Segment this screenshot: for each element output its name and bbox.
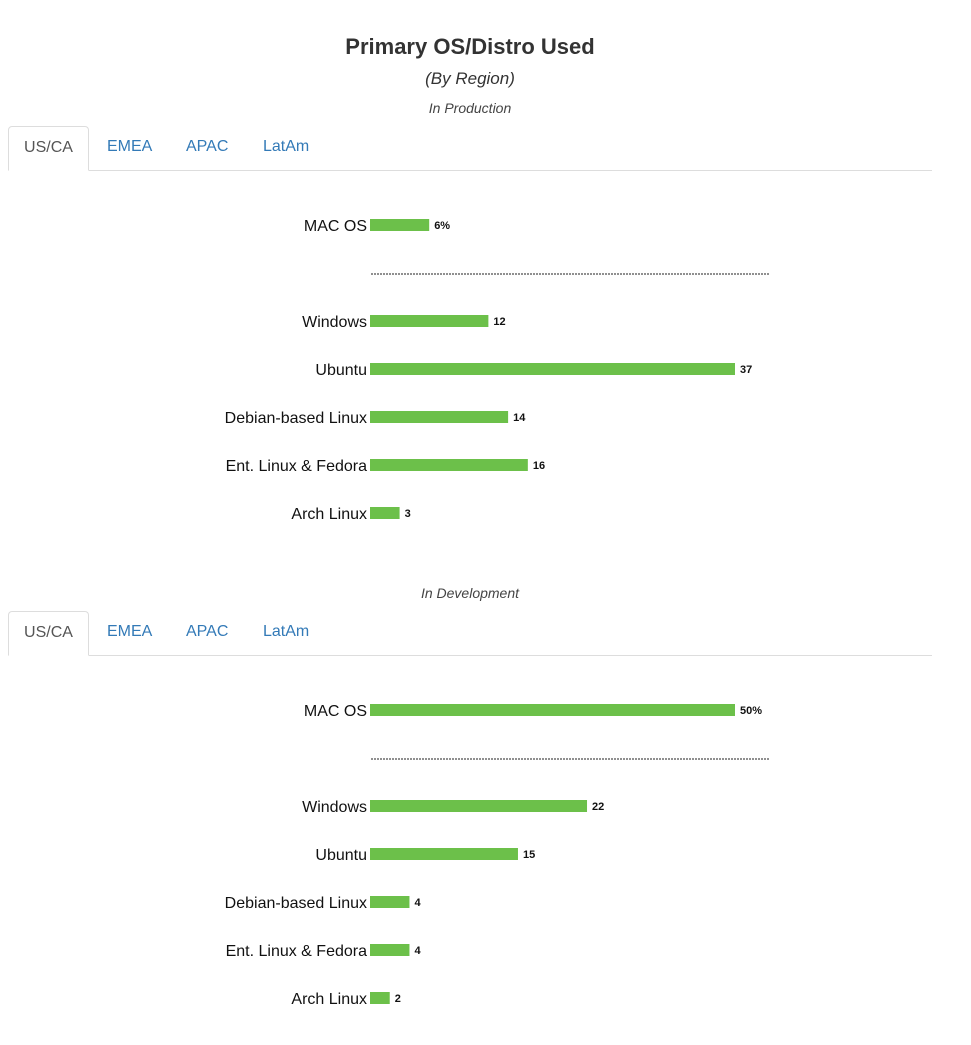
tab-us-ca[interactable]: US/CA: [8, 611, 89, 656]
category-label-ent-linux-fedora: Ent. Linux & Fedora: [226, 943, 368, 960]
tab-apac[interactable]: APAC: [186, 623, 229, 640]
category-label-arch-linux: Arch Linux: [291, 991, 367, 1008]
region-tabs-production: US/CA EMEA APAC LatAm: [8, 126, 932, 171]
value-label-arch-linux: 3: [405, 508, 411, 520]
tab-emea[interactable]: EMEA: [107, 138, 153, 155]
value-label-ubuntu: 37: [740, 364, 752, 376]
bar-ent-linux-fedora: [370, 944, 410, 956]
bar-ent-linux-fedora: [370, 459, 528, 471]
category-label-windows: Windows: [302, 314, 367, 331]
region-tabs-development: US/CA EMEA APAC LatAm: [8, 611, 932, 656]
tab-latam[interactable]: LatAm: [263, 623, 310, 640]
tab-us-ca[interactable]: US/CA: [8, 126, 89, 171]
bar-mac-os: [370, 219, 430, 231]
value-label-windows: 22: [592, 801, 604, 813]
chart-title: Primary OS/Distro Used: [345, 34, 595, 59]
value-label-mac-os: 50%: [740, 705, 762, 717]
bar-debian-based-linux: [370, 411, 509, 423]
section-label-development: In Development: [420, 585, 520, 601]
category-label-debian-based-linux: Debian-based Linux: [225, 410, 367, 427]
development-chart: MAC OS 50% Windows 22 Ubuntu 15 Debian-based L…: [0, 675, 971, 1035]
category-label-ubuntu: Ubuntu: [315, 847, 367, 864]
category-label-ubuntu: Ubuntu: [315, 362, 367, 379]
tab-apac[interactable]: APAC: [186, 138, 229, 155]
bar-mac-os: [370, 704, 735, 716]
section-label-production: In Production: [428, 100, 512, 116]
category-label-mac-os: MAC OS: [304, 703, 367, 720]
category-label-ent-linux-fedora: Ent. Linux & Fedora: [226, 458, 368, 475]
production-chart-svg: MAC OS 6% Windows 12 Ubuntu 37 Debian-based Li…: [225, 218, 770, 523]
chart-subtitle: (By Region): [425, 69, 515, 88]
bar-debian-based-linux: [370, 896, 410, 908]
value-label-debian-based-linux: 14: [513, 412, 526, 424]
category-label-debian-based-linux: Debian-based Linux: [225, 895, 367, 912]
tab-latam[interactable]: LatAm: [263, 138, 310, 155]
category-label-mac-os: MAC OS: [304, 218, 367, 235]
value-label-ent-linux-fedora: 4: [414, 945, 421, 957]
bar-windows: [370, 315, 489, 327]
value-label-ent-linux-fedora: 16: [533, 460, 545, 472]
value-label-ubuntu: 15: [523, 849, 535, 861]
value-label-windows: 12: [493, 316, 505, 328]
category-label-windows: Windows: [302, 799, 367, 816]
bar-arch-linux: [370, 507, 400, 519]
bar-arch-linux: [370, 992, 390, 1004]
bar-ubuntu: [370, 848, 518, 860]
bar-windows: [370, 800, 588, 812]
value-label-debian-based-linux: 4: [414, 897, 421, 909]
production-chart: MAC OS 6% Windows 12 Ubuntu 37 Debian-based Li…: [0, 190, 971, 550]
tab-emea[interactable]: EMEA: [107, 623, 153, 640]
development-chart-svg: MAC OS 50% Windows 22 Ubuntu 15 Debian-based L…: [225, 703, 770, 1008]
bar-ubuntu: [370, 363, 735, 375]
category-label-arch-linux: Arch Linux: [291, 506, 367, 523]
value-label-arch-linux: 2: [395, 993, 401, 1005]
value-label-mac-os: 6%: [434, 220, 450, 232]
